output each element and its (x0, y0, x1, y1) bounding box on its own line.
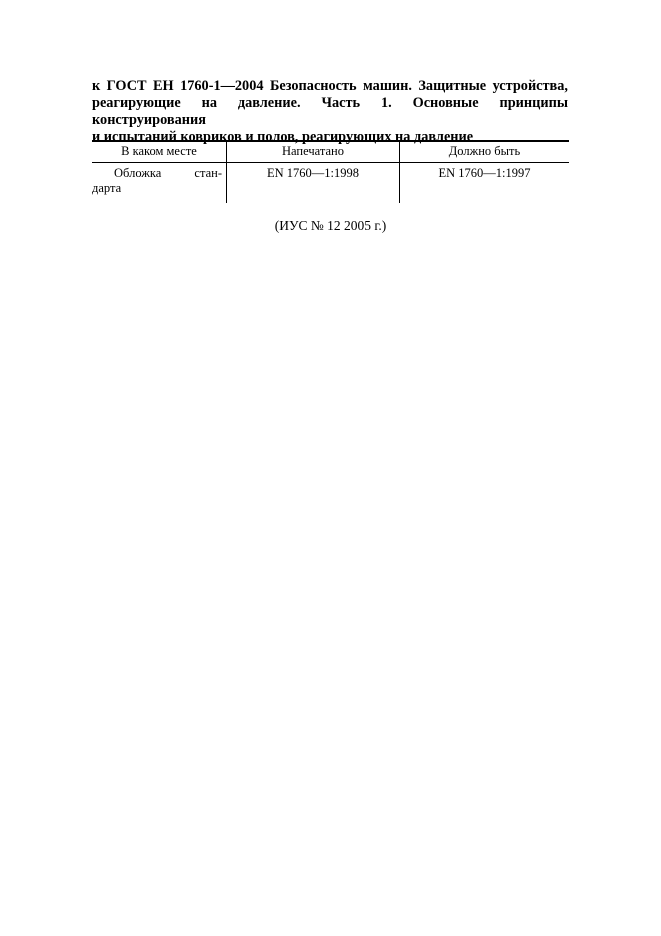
cell-place: Обложка стан- дарта (92, 163, 227, 204)
place-line: дарта (92, 181, 122, 195)
header-printed: Напечатано (226, 140, 400, 163)
title-line: реагирующие на давление. Часть 1. Основн… (92, 95, 568, 128)
table-row: Обложка стан- дарта EN 1760—1:1998 EN 17… (92, 162, 569, 204)
cell-printed: EN 1760—1:1998 (226, 162, 400, 203)
corrections-table: В каком месте Напечатано Должно быть Обл… (92, 140, 569, 203)
title-line: к ГОСТ ЕН 1760-1—2004 Безопасность машин… (92, 78, 568, 94)
amendment-title: к ГОСТ ЕН 1760-1—2004 Безопасность машин… (92, 78, 568, 146)
header-place: В каком месте (92, 140, 227, 163)
table-header-row: В каком месте Напечатано Должно быть (92, 140, 569, 163)
place-line: Обложка стан- (114, 166, 222, 180)
cell-should-be: EN 1760—1:1997 (399, 162, 569, 203)
header-should-be: Должно быть (399, 140, 569, 163)
source-note: (ИУС № 12 2005 г.) (274, 218, 387, 233)
